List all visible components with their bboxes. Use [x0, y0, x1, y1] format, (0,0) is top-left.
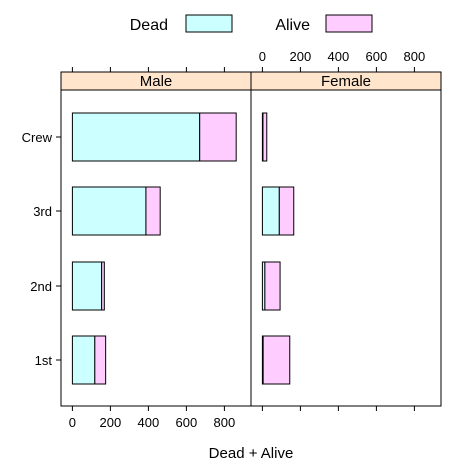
bar-female-crew-alive [262, 112, 268, 162]
x-tick-label-bottom-200: 200 [100, 415, 122, 430]
legend-key-alive [325, 14, 373, 33]
panels: Male Female [60, 71, 442, 407]
bar-male-2nd-dead [71, 261, 103, 311]
x-tick-label-top-600: 600 [366, 49, 388, 64]
y-tick-label-1st: 1st [35, 353, 53, 368]
legend: Dead Alive [130, 14, 373, 34]
x-tick-label-bottom-400: 400 [138, 415, 160, 430]
legend-label-dead: Dead [130, 17, 168, 34]
y-tick-label-crew: Crew [22, 130, 53, 145]
panel-female: Female [250, 71, 442, 407]
x-tick-label-top-800: 800 [404, 49, 426, 64]
x-axis-top: 0 200 400 600 800 [71, 49, 426, 72]
bar-female-1st-alive [262, 335, 291, 385]
bar-female-3rd-dead [261, 186, 280, 236]
bar-male-3rd-dead [71, 186, 147, 236]
bar-female-3rd-alive [278, 186, 295, 236]
bar-male-1st-dead [71, 335, 96, 385]
x-tick-label-bottom-800: 800 [214, 415, 236, 430]
bar-female-2nd-alive [264, 261, 281, 311]
legend-key-dead [185, 14, 233, 33]
y-tick-label-2nd: 2nd [30, 279, 52, 294]
bar-male-3rd-alive [145, 186, 161, 236]
bar-male-crew-alive [199, 112, 237, 162]
legend-label-alive: Alive [275, 17, 310, 34]
x-tick-label-top-0: 0 [259, 49, 266, 64]
y-tick-label-3rd: 3rd [33, 204, 52, 219]
panel-male: Male [60, 71, 252, 407]
bar-male-2nd-alive [101, 261, 105, 311]
strip-label-male: Male [140, 73, 173, 90]
strip-label-female: Female [321, 73, 371, 90]
x-axis-label: Dead + Alive [209, 445, 294, 462]
x-tick-label-bottom-0: 0 [69, 415, 76, 430]
y-axis: Crew 3rd 2nd 1st [22, 130, 61, 368]
panel-frame-female [250, 89, 442, 407]
x-tick-label-bottom-600: 600 [176, 415, 198, 430]
x-tick-label-top-400: 400 [328, 49, 350, 64]
x-tick-label-top-200: 200 [290, 49, 312, 64]
x-axis-bottom: 0 200 400 600 800 [69, 406, 415, 430]
bar-male-1st-alive [94, 335, 107, 385]
bar-male-crew-dead [71, 112, 201, 162]
